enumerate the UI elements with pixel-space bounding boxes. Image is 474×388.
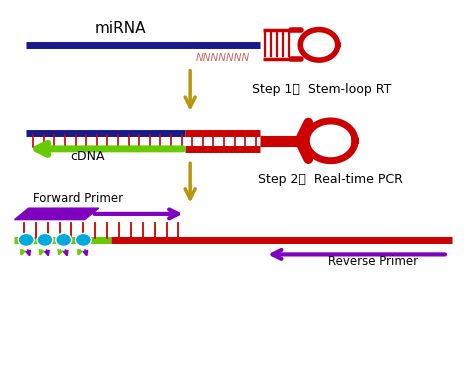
Circle shape (37, 234, 53, 246)
Polygon shape (15, 208, 99, 220)
Polygon shape (306, 121, 355, 161)
Polygon shape (300, 29, 337, 60)
Circle shape (75, 234, 91, 246)
Circle shape (56, 234, 72, 246)
Text: Step 1：  Stem-loop RT: Step 1： Stem-loop RT (252, 83, 391, 96)
Text: Step 2：  Real-time PCR: Step 2： Real-time PCR (258, 173, 403, 186)
Text: Reverse Primer: Reverse Primer (328, 255, 418, 268)
Text: Forward Primer: Forward Primer (33, 192, 123, 205)
Circle shape (18, 234, 34, 246)
Text: NNNNNNN: NNNNNNN (196, 53, 250, 63)
Text: cDNA: cDNA (70, 150, 104, 163)
Text: miRNA: miRNA (94, 21, 146, 36)
